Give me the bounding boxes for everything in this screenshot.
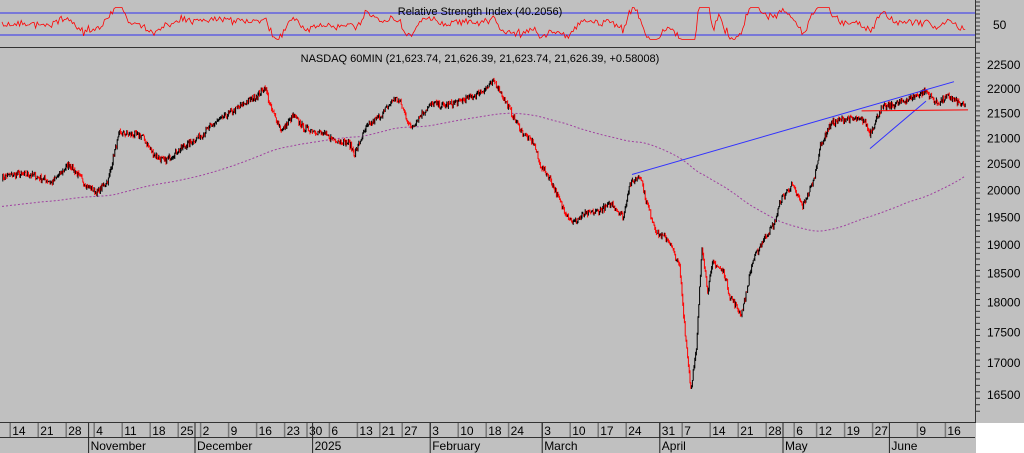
rsi-line — [1, 7, 966, 40]
date-tick-label: 24 — [628, 424, 642, 438]
date-tick-label: 10 — [572, 424, 586, 438]
date-tick-label: 4 — [96, 424, 103, 438]
price-tick-label: 18000 — [987, 295, 1021, 309]
date-tick-label: 9 — [919, 424, 926, 438]
month-label: May — [785, 439, 808, 453]
price-tick-label: 20500 — [987, 157, 1021, 171]
price-tick-label: 19500 — [987, 210, 1021, 224]
price-tick-label: 17500 — [987, 325, 1021, 339]
date-tick-label: 2 — [203, 424, 210, 438]
date-tick-label: 17 — [600, 424, 614, 438]
month-label: 2025 — [315, 439, 342, 453]
price-tick-label: 17000 — [987, 356, 1021, 370]
date-tick-label: 21 — [40, 424, 54, 438]
date-tick-label: 12 — [819, 424, 833, 438]
price-tick-label: 20000 — [987, 183, 1021, 197]
month-label: February — [432, 439, 480, 453]
date-tick-label: 14 — [712, 424, 726, 438]
rsi-tick-label: 50 — [993, 18, 1007, 32]
price-tick-label: 16500 — [987, 388, 1021, 402]
price-tick-label: 22500 — [987, 58, 1021, 72]
price-axis: 22500 22000 21500 21000 20500 20000 19500 19000… — [976, 1, 1021, 412]
price-title: NASDAQ 60MIN (21,623.74, 21,626.39, 21,6… — [301, 53, 660, 65]
price-tick-label: 21000 — [987, 131, 1021, 145]
month-label: June — [891, 439, 917, 453]
price-panel: NASDAQ 60MIN (21,623.74, 21,626.39, 21,6… — [1, 1, 1021, 412]
trendlines — [631, 81, 969, 175]
date-tick-label: 24 — [511, 424, 525, 438]
month-label: April — [662, 439, 686, 453]
rsi-title: Relative Strength Index (40.2056) — [398, 6, 563, 18]
date-tick-label: 16 — [947, 424, 961, 438]
date-tick-label: 27 — [404, 424, 418, 438]
trendline — [861, 109, 969, 112]
corner-blank — [976, 423, 1024, 453]
date-tick-label: 31 — [662, 424, 676, 438]
date-tick-label: 3 — [544, 424, 551, 438]
month-label: March — [544, 439, 577, 453]
price-tick-label: 19000 — [987, 238, 1021, 252]
date-tick-label: 25 — [180, 424, 194, 438]
date-tick-label: 23 — [287, 424, 301, 438]
price-tick-label: 18500 — [987, 266, 1021, 280]
date-tick-label: 7 — [684, 424, 691, 438]
date-tick-label: 21 — [382, 424, 396, 438]
date-tick-label: 6 — [796, 424, 803, 438]
date-tick-label: 10 — [460, 424, 474, 438]
date-tick-label: 13 — [359, 424, 373, 438]
moving-average-line — [1, 112, 965, 232]
date-tick-label: 16 — [259, 424, 273, 438]
date-tick-label: 14 — [12, 424, 26, 438]
rsi-panel: Relative Strength Index (40.2056) 50 — [0, 6, 1007, 48]
month-label: December — [197, 439, 252, 453]
date-tick-label: 19 — [847, 424, 861, 438]
candles — [2, 77, 966, 389]
price-tick-label: 22000 — [987, 82, 1021, 96]
trendline — [631, 81, 955, 175]
date-tick-label: 18 — [152, 424, 166, 438]
date-tick-label: 3 — [432, 424, 439, 438]
date-tick-label: 18 — [488, 424, 502, 438]
price-tick-label: 21500 — [987, 106, 1021, 120]
date-tick-label: 30 — [309, 424, 323, 438]
date-tick-label: 6 — [331, 424, 338, 438]
date-tick-label: 9 — [231, 424, 238, 438]
time-axis: 14 21 28 4 11 18 25 2 9 16 23 30 6 13 21 27 3 10 18 24 3 10 17… — [0, 422, 1024, 453]
date-tick-label: 11 — [124, 424, 137, 438]
date-tick-label: 21 — [740, 424, 754, 438]
date-tick-label: 27 — [875, 424, 889, 438]
date-tick-label: 28 — [768, 424, 782, 438]
month-label: November — [91, 439, 146, 453]
date-tick-label: 28 — [68, 424, 82, 438]
trendline — [869, 100, 927, 149]
